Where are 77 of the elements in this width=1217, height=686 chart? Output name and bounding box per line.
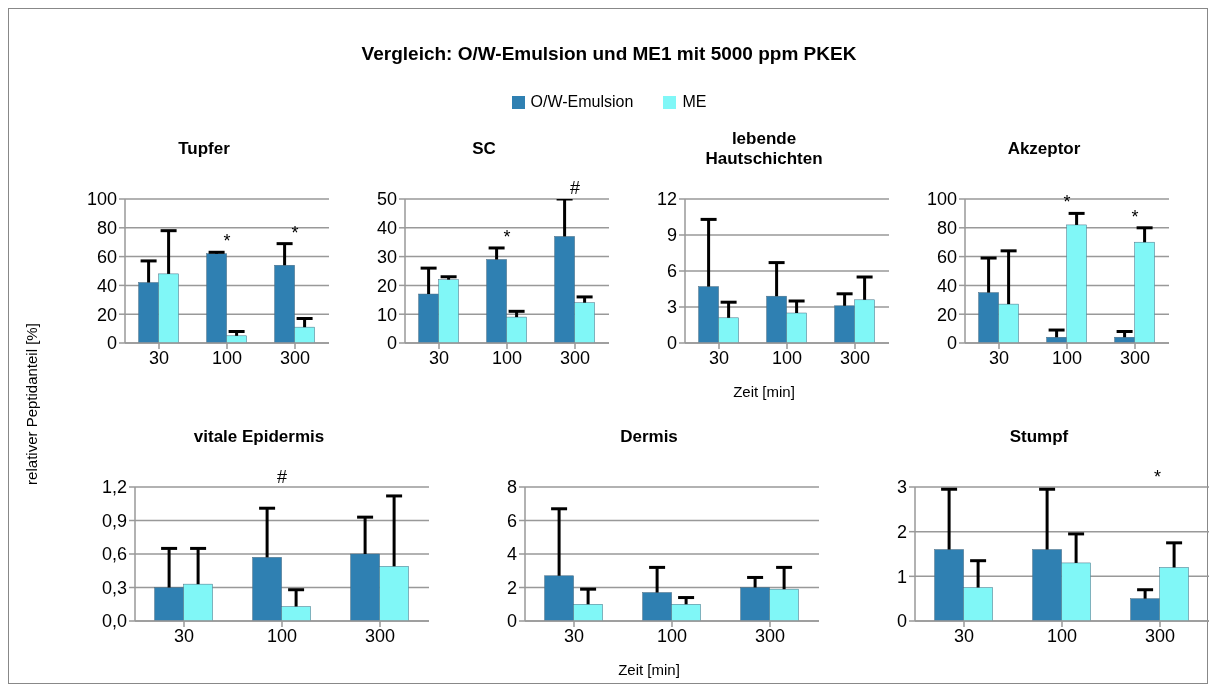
y-tick-label: 20 — [96, 304, 117, 325]
x-tick-label: 300 — [754, 625, 786, 646]
x-tick-label: 30 — [428, 347, 450, 368]
annotation: * — [1063, 192, 1071, 213]
y-tick-label: 3 — [666, 297, 677, 318]
x-tick-label: 100 — [1051, 347, 1083, 368]
x-tick-label: 100 — [211, 347, 243, 368]
y-tick-label: 40 — [96, 275, 117, 296]
y-tick-label: 10 — [376, 304, 397, 325]
y-tick-label: 8 — [506, 477, 517, 498]
y-tick-label: 0 — [506, 611, 517, 632]
y-tick-label: 0,3 — [101, 577, 127, 598]
y-tick-label: 1 — [896, 566, 907, 587]
y-tick-label: 0 — [386, 333, 397, 354]
x-axis-title: Zeit [min] — [617, 661, 681, 678]
y-tick-label: 30 — [376, 246, 397, 267]
y-tick-label: 3 — [896, 477, 907, 498]
x-tick-label: 100 — [266, 625, 298, 646]
y-tick-label: 40 — [936, 275, 957, 296]
y-tick-label: 0 — [946, 333, 957, 354]
y-tick-label: 0 — [666, 333, 677, 354]
chart-title: SC — [472, 139, 496, 159]
y-tick-label: 4 — [506, 544, 517, 565]
legend-label: ME — [681, 93, 707, 111]
y-tick-label: 80 — [936, 218, 957, 239]
x-tick-label: 30 — [708, 347, 730, 368]
y-tick-label: 1,2 — [101, 477, 127, 498]
y-tick-label: 0 — [896, 611, 907, 632]
y-tick-label: 20 — [376, 275, 397, 296]
y-axis-title: relativer Peptidanteil [%] — [22, 323, 40, 485]
legend-label: O/W-Emulsion — [529, 93, 634, 111]
x-tick-label: 30 — [148, 347, 170, 368]
y-tick-label: 60 — [96, 246, 117, 267]
y-tick-label: 60 — [936, 246, 957, 267]
y-tick-label: 40 — [376, 218, 397, 239]
x-tick-label: 300 — [1144, 625, 1176, 646]
annotation: # — [276, 467, 287, 488]
y-tick-label: 9 — [666, 225, 677, 246]
y-tick-label: 6 — [506, 510, 517, 531]
y-tick-label: 0,9 — [101, 510, 127, 531]
y-tick-label: 0,0 — [101, 611, 127, 632]
y-tick-label: 20 — [936, 304, 957, 325]
chart-title: Dermis — [620, 427, 678, 447]
annotation: * — [223, 231, 231, 252]
x-tick-label: 30 — [953, 625, 975, 646]
y-tick-label: 100 — [926, 189, 957, 210]
y-tick-label: 2 — [896, 522, 907, 543]
x-tick-label: 30 — [173, 625, 195, 646]
text: * — [1153, 467, 1161, 488]
x-tick-label: 30 — [563, 625, 585, 646]
chart-title: Akzeptor — [1007, 139, 1081, 159]
x-tick-label: 300 — [839, 347, 871, 368]
x-tick-label: 300 — [279, 347, 311, 368]
x-tick-label: 300 — [1119, 347, 1151, 368]
y-tick-label: 12 — [656, 189, 677, 210]
text: Vergleich: O/W-Emulsion und ME1 mit 5000 ppm PKEK — [360, 43, 858, 65]
annotation: * — [291, 222, 299, 243]
chart-title: vitale Epidermis — [193, 427, 325, 447]
chart-title: Stumpf — [1009, 427, 1069, 447]
x-tick-label: 100 — [1046, 625, 1078, 646]
y-tick-label: 0 — [106, 333, 117, 354]
y-tick-label: 50 — [376, 189, 397, 210]
y-tick-label: 2 — [506, 577, 517, 598]
annotation: * — [503, 226, 511, 247]
annotation: # — [569, 178, 581, 198]
x-tick-label: 300 — [364, 625, 396, 646]
x-tick-label: 300 — [559, 347, 591, 368]
chart-title: lebende Hautschichten — [704, 129, 824, 169]
y-tick-label: 0,6 — [101, 544, 127, 565]
y-tick-label: 100 — [86, 189, 117, 210]
x-tick-label: 100 — [771, 347, 803, 368]
y-tick-label: 80 — [96, 218, 117, 239]
annotation: * — [1131, 206, 1139, 227]
x-tick-label: 30 — [988, 347, 1010, 368]
chart-title: Tupfer — [178, 139, 230, 159]
y-tick-label: 6 — [666, 261, 677, 282]
x-axis-title: Zeit [min] — [732, 383, 796, 400]
